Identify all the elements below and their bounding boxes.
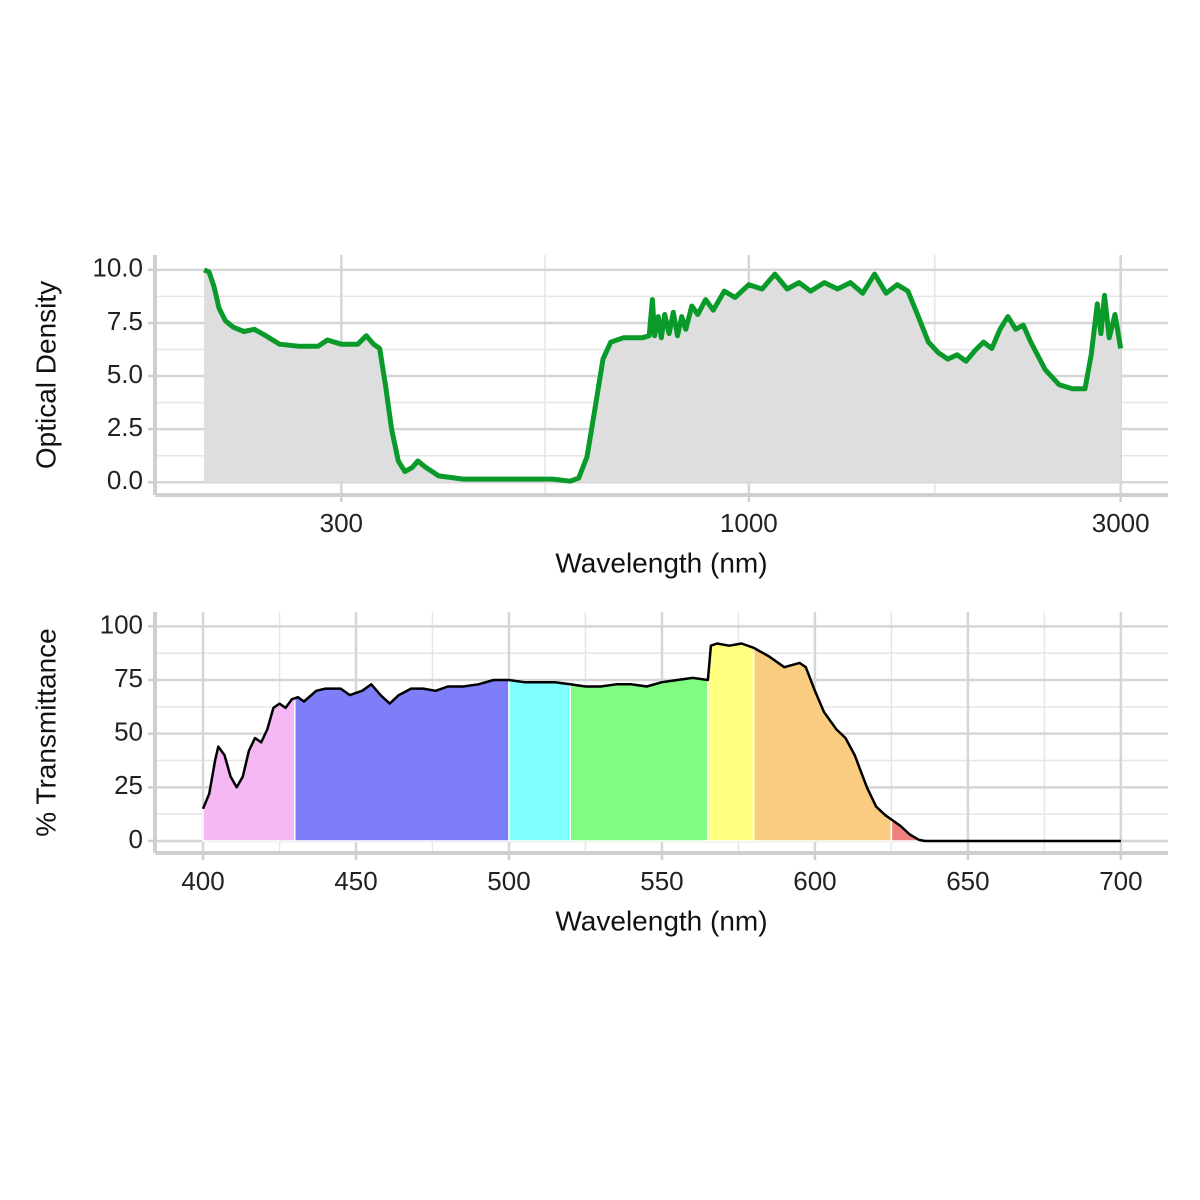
y-tick-label: 2.5 (107, 412, 143, 442)
x-tick-label: 450 (334, 866, 377, 896)
x-tick-label: 700 (1099, 866, 1142, 896)
y-tick-label: 50 (114, 717, 143, 747)
band (508, 679, 571, 842)
x-tick-label: 400 (181, 866, 224, 896)
x-tick-label: 600 (793, 866, 836, 896)
y-tick-label: 100 (100, 609, 143, 639)
x-tick-label: 650 (946, 866, 989, 896)
x-tick-label: 1000 (720, 508, 778, 538)
area-fill (204, 269, 1121, 483)
x-tick-label: 3000 (1092, 508, 1150, 538)
band (707, 642, 755, 842)
band (294, 679, 510, 842)
x-tick-label: 550 (640, 866, 683, 896)
x-axis-title: Wavelength (nm) (555, 905, 767, 936)
line (201, 642, 1121, 843)
y-tick-label: 7.5 (107, 306, 143, 336)
y-axis-title: % Transmittance (30, 628, 61, 837)
band (569, 677, 709, 842)
y-tick-label: 0 (129, 824, 143, 854)
y-tick-label: 0.0 (107, 465, 143, 495)
y-tick-label: 75 (114, 663, 143, 693)
panel: 300 1000 3000 0.0 2.5 5.0 7.5 10.0 Wavelength (n… (30, 253, 1168, 578)
y-tick-label: 10.0 (92, 253, 143, 283)
y-tick-label: 5.0 (107, 359, 143, 389)
y-axis-title: Optical Density (30, 281, 61, 469)
x-axis-title: Wavelength (nm) (555, 547, 767, 578)
line (203, 267, 1124, 484)
panel: 400 450 500 550 600 650 700 0 25 50 75 100 Wavelengt… (30, 609, 1168, 936)
x-tick-label: 500 (487, 866, 530, 896)
x-tick-label: 300 (320, 508, 363, 538)
y-tick-label: 25 (114, 770, 143, 800)
